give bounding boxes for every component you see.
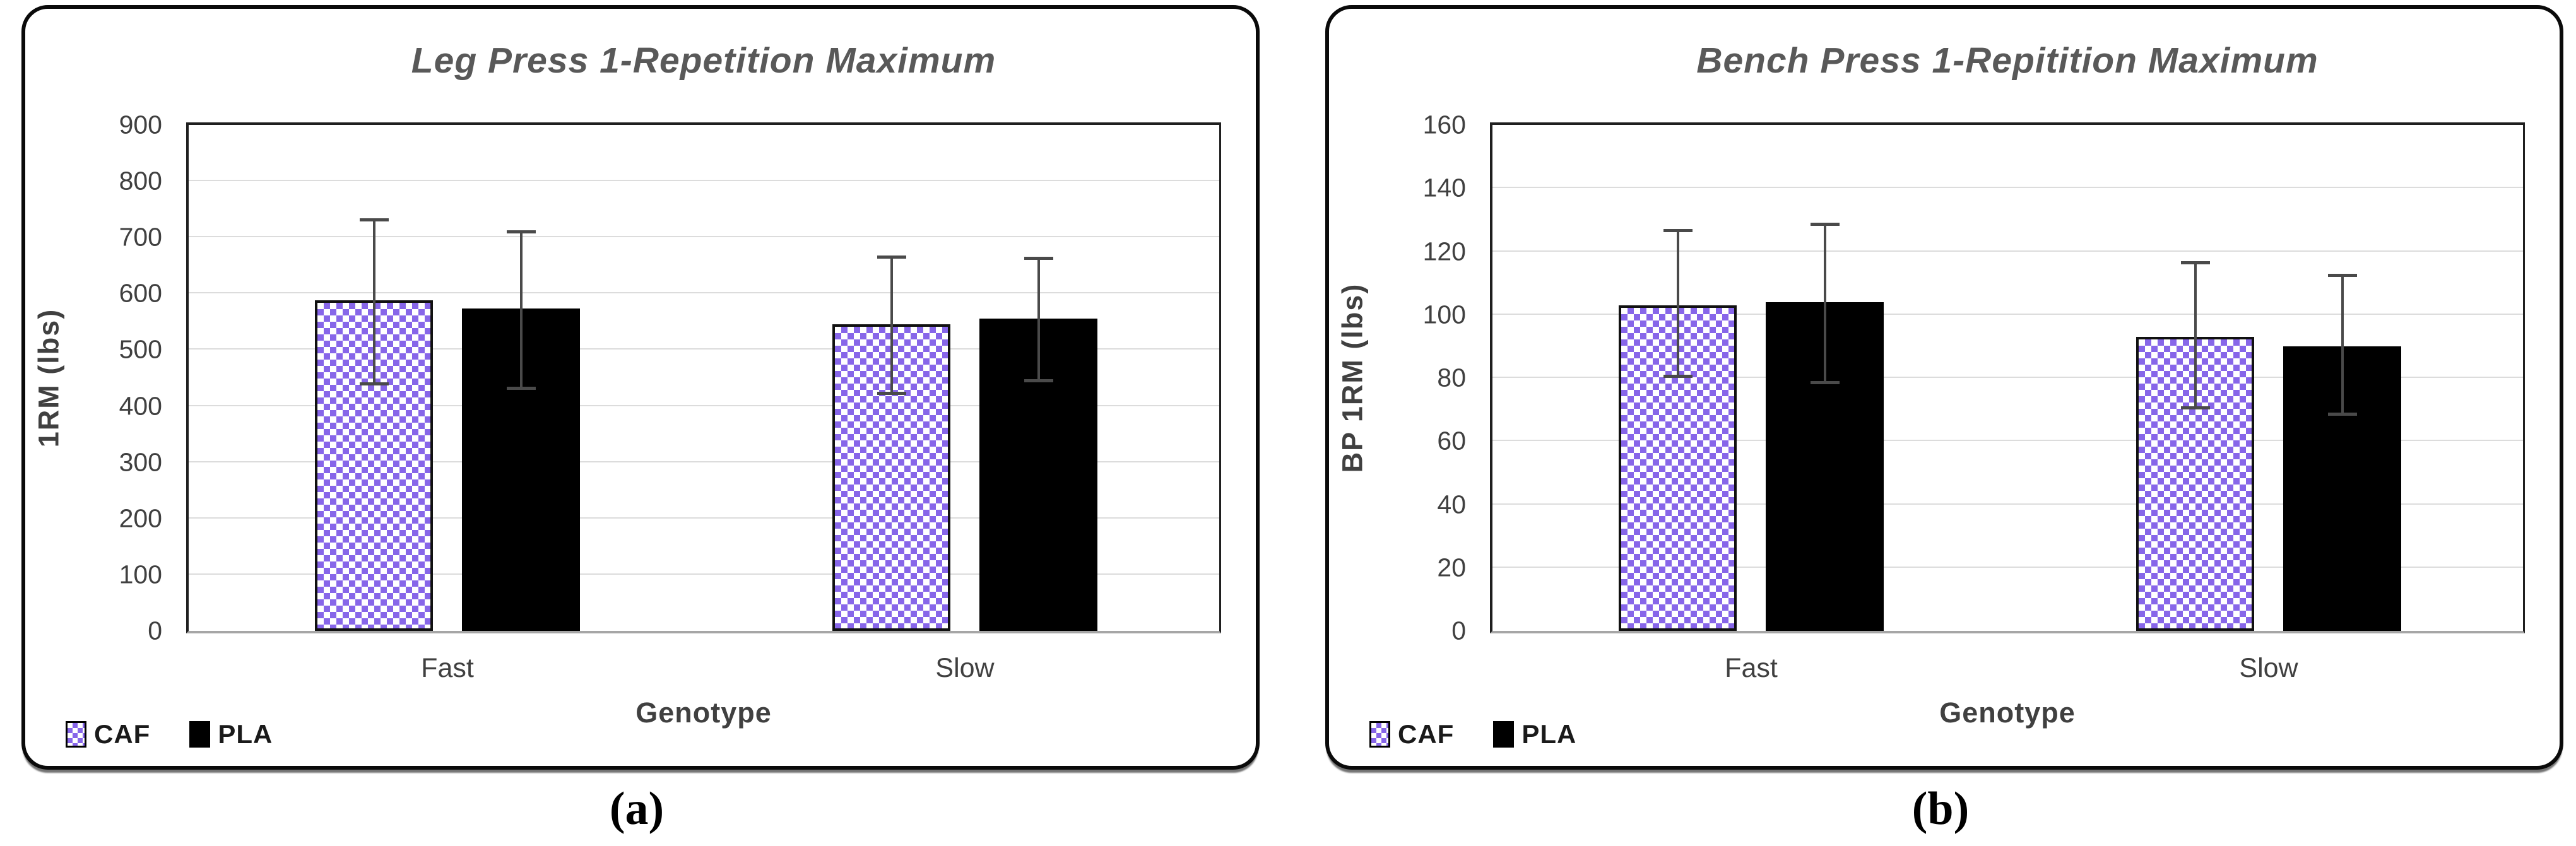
plot-area: 0 20 40 60 80 100 120 140 160 Fast Slow bbox=[1423, 112, 2525, 682]
y-tick-label: 500 bbox=[119, 334, 162, 364]
legend-swatch-caf bbox=[1369, 721, 1390, 748]
error-bar-cap-top bbox=[1024, 257, 1053, 261]
y-tick-label: 60 bbox=[1437, 426, 1466, 455]
y-axis-title-text: BP 1RM (lbs) bbox=[1336, 283, 1369, 473]
error-bar-pla-fast bbox=[506, 230, 536, 390]
error-bar-cap-bottom bbox=[2327, 413, 2357, 416]
y-tick-label: 140 bbox=[1422, 173, 1466, 203]
error-bar-caf-fast bbox=[359, 218, 389, 386]
legend-label-caf: CAF bbox=[1398, 719, 1455, 749]
error-bar-line bbox=[372, 218, 375, 386]
gridline bbox=[1492, 187, 2523, 189]
y-tick-label: 80 bbox=[1437, 363, 1466, 392]
gridline bbox=[1492, 566, 2523, 568]
y-axis-title: BP 1RM (lbs) bbox=[1329, 122, 1376, 633]
x-tick-label: Fast bbox=[421, 653, 474, 683]
error-bar-cap-top bbox=[1810, 223, 1840, 226]
x-axis-title: Genotype bbox=[1939, 696, 2076, 729]
error-bar-cap-top bbox=[2180, 261, 2210, 264]
error-bar-cap-bottom bbox=[506, 386, 536, 390]
error-bar-cap-bottom bbox=[2180, 406, 2210, 410]
y-tick-label: 800 bbox=[119, 166, 162, 196]
y-tick-label: 700 bbox=[119, 222, 162, 252]
x-tick-label: Fast bbox=[1725, 653, 1778, 683]
error-bar-cap-top bbox=[1663, 229, 1693, 233]
legend-swatch-caf bbox=[66, 721, 86, 748]
y-tick-label: 400 bbox=[119, 391, 162, 421]
error-bar-pla-slow bbox=[1024, 257, 1053, 383]
y-axis-title-text: 1RM (lbs) bbox=[32, 308, 64, 448]
legend-swatch-pla bbox=[1493, 721, 1515, 748]
legend-label-pla: PLA bbox=[1521, 719, 1577, 749]
error-bar-pla-fast bbox=[1810, 223, 1840, 385]
x-tick-label: Slow bbox=[935, 653, 995, 683]
panel-a: Leg Press 1-Repetition Maximum 1RM (lbs)… bbox=[21, 5, 1260, 770]
error-bar-line bbox=[2194, 261, 2197, 410]
error-bar-line bbox=[1037, 257, 1040, 383]
error-bar-line bbox=[1823, 223, 1826, 385]
y-tick-label: 100 bbox=[119, 560, 162, 589]
error-bar-caf-fast bbox=[1663, 229, 1693, 378]
y-tick-label: 600 bbox=[119, 278, 162, 308]
caption-a: (a) bbox=[609, 783, 665, 835]
gridline bbox=[189, 236, 1219, 238]
error-bar-cap-top bbox=[506, 230, 536, 233]
y-tick-label: 20 bbox=[1437, 553, 1466, 582]
gridline bbox=[1492, 377, 2523, 378]
caption-b: (b) bbox=[1911, 783, 1970, 835]
error-bar-caf-slow bbox=[877, 255, 906, 395]
y-tick-label: 200 bbox=[119, 503, 162, 533]
y-tick-label: 300 bbox=[119, 447, 162, 477]
y-tick-label: 900 bbox=[119, 110, 162, 139]
gridline bbox=[189, 292, 1219, 294]
gridline bbox=[1492, 440, 2523, 442]
error-bar-line bbox=[2341, 273, 2344, 416]
chart-title: Leg Press 1-Repetition Maximum bbox=[411, 40, 996, 81]
gridline bbox=[189, 517, 1219, 519]
error-bar-cap-bottom bbox=[1810, 381, 1840, 385]
legend: CAF PLA bbox=[66, 719, 273, 749]
gridline bbox=[189, 573, 1219, 575]
panel-b: Bench Press 1-Repitition Maximum BP 1RM … bbox=[1325, 5, 2563, 770]
plot-area: 0 100 200 300 400 500 600 700 800 900 Fast Slow bbox=[119, 112, 1221, 682]
gridline bbox=[189, 348, 1219, 350]
y-tick-label: 100 bbox=[1422, 300, 1466, 329]
y-tick-label: 160 bbox=[1422, 110, 1466, 139]
gridline bbox=[1492, 503, 2523, 505]
error-bar-cap-bottom bbox=[359, 382, 389, 386]
error-bar-cap-bottom bbox=[1024, 379, 1053, 383]
x-tick-label: Slow bbox=[2239, 653, 2298, 683]
y-tick-label: 0 bbox=[148, 616, 162, 645]
gridline bbox=[189, 180, 1219, 182]
error-bar-cap-top bbox=[877, 255, 906, 259]
gridline bbox=[189, 404, 1219, 406]
error-bar-line bbox=[1676, 229, 1679, 378]
legend-label-caf: CAF bbox=[94, 719, 151, 749]
y-axis-title: 1RM (lbs) bbox=[25, 122, 72, 633]
error-bar-line bbox=[519, 230, 523, 390]
error-bar-line bbox=[890, 255, 893, 395]
error-bar-cap-top bbox=[2327, 273, 2357, 277]
error-bar-caf-slow bbox=[2180, 261, 2210, 410]
error-bar-cap-top bbox=[359, 218, 389, 221]
chart-title: Bench Press 1-Repitition Maximum bbox=[1696, 40, 2319, 81]
error-bar-pla-slow bbox=[2327, 273, 2357, 416]
bar-caf-fast bbox=[1619, 305, 1737, 631]
y-tick-label: 0 bbox=[1451, 616, 1466, 645]
legend-swatch-pla bbox=[189, 721, 211, 748]
legend: CAF PLA bbox=[1369, 719, 1576, 749]
gridline bbox=[1492, 250, 2523, 252]
y-tick-label: 120 bbox=[1422, 237, 1466, 266]
x-axis-title: Genotype bbox=[635, 696, 772, 729]
gridline bbox=[189, 461, 1219, 462]
error-bar-cap-bottom bbox=[1663, 375, 1693, 378]
error-bar-cap-bottom bbox=[877, 391, 906, 395]
gridline bbox=[1492, 313, 2523, 315]
y-tick-label: 40 bbox=[1437, 490, 1466, 519]
bar-caf-fast bbox=[315, 300, 433, 631]
legend-label-pla: PLA bbox=[218, 719, 273, 749]
